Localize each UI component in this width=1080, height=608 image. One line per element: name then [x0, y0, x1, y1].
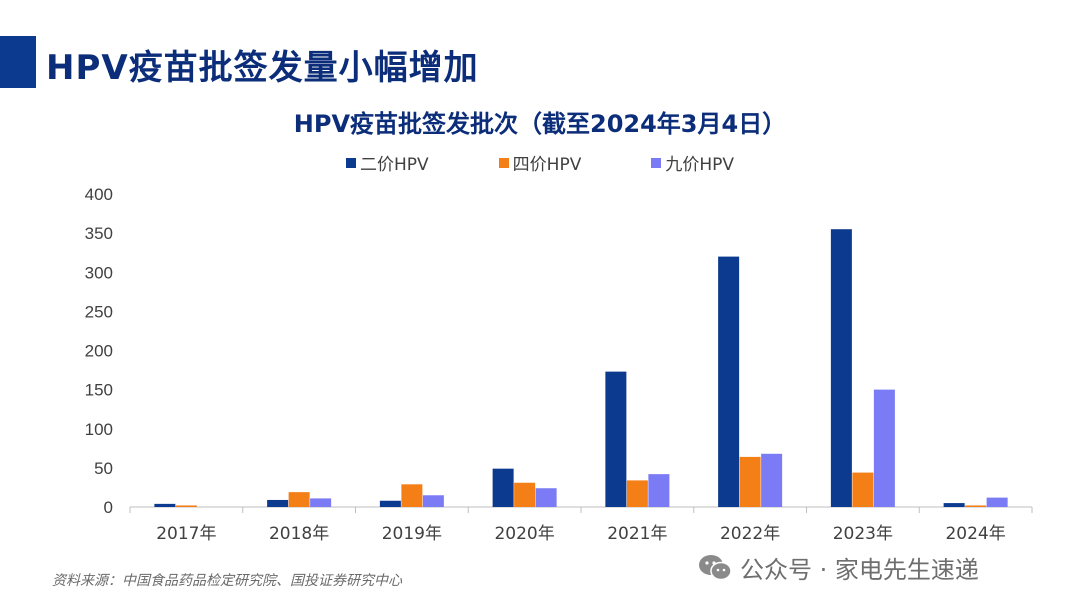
- watermark: 公众号 · 家电先生速递: [698, 550, 979, 585]
- x-tick-label: 2021年: [607, 524, 667, 544]
- legend-swatch-nonavalent: [651, 157, 662, 168]
- bar-nonavalent: [873, 389, 895, 507]
- bar-nonavalent: [535, 488, 557, 507]
- bar-nonavalent: [310, 498, 332, 507]
- y-tick-label: 200: [85, 342, 113, 361]
- x-tick-label: 2023年: [833, 524, 893, 544]
- y-tick-label: 300: [85, 263, 113, 282]
- bar-bivalent: [379, 500, 401, 507]
- y-tick-label: 250: [85, 302, 113, 321]
- watermark-text: 公众号 · 家电先生速递: [740, 556, 979, 584]
- y-tick-label: 150: [85, 381, 113, 400]
- bar-nonavalent: [422, 495, 444, 507]
- x-tick-label: 2024年: [945, 524, 1005, 544]
- legend-swatch-quadrivalent: [498, 157, 509, 168]
- bar-quadrivalent: [965, 505, 987, 507]
- bar-bivalent: [154, 503, 176, 507]
- x-tick-label: 2017年: [156, 524, 216, 544]
- legend-label-quadrivalent: 四价HPV: [512, 155, 582, 175]
- x-tick-label: 2019年: [382, 524, 442, 544]
- bar-bivalent: [718, 256, 740, 507]
- y-tick-label: 50: [94, 459, 113, 478]
- source-note: 资料来源：中国食品药品检定研究院、国投证券研究中心: [52, 573, 402, 589]
- bar-bivalent: [830, 229, 852, 507]
- legend-swatch-bivalent: [345, 157, 356, 168]
- legend-item-bivalent: 二价HPV: [345, 150, 429, 175]
- legend-label-bivalent: 二价HPV: [359, 155, 429, 175]
- y-tick-label: 100: [85, 420, 113, 439]
- bar-nonavalent: [648, 474, 670, 507]
- y-tick-label: 0: [104, 498, 113, 517]
- bar-bivalent: [943, 503, 965, 507]
- bar-quadrivalent: [739, 456, 761, 507]
- legend-item-nonavalent: 九价HPV: [651, 150, 734, 175]
- bar-nonavalent: [761, 453, 783, 507]
- wechat-icon: [698, 554, 732, 582]
- legend-label-nonavalent: 九价HPV: [665, 155, 734, 175]
- legend-item-quadrivalent: 四价HPV: [498, 150, 582, 175]
- chart-title: HPV疫苗批签发批次（截至2024年3月4日）: [293, 110, 787, 138]
- bar-bivalent: [267, 499, 289, 507]
- bar-quadrivalent: [288, 492, 310, 507]
- bar-bivalent: [605, 371, 627, 507]
- bar-quadrivalent: [401, 484, 423, 507]
- x-tick-label: 2018年: [269, 524, 329, 544]
- bar-chart: 0 50 100 150 200 250 300 350 400 2017年 2018年 2019年 2…: [85, 185, 1033, 544]
- page-title: HPV疫苗批签发量小幅增加: [46, 48, 479, 88]
- bar-quadrivalent: [626, 480, 648, 507]
- bar-quadrivalent: [852, 472, 874, 507]
- bar-quadrivalent: [175, 505, 197, 507]
- title-accent-bar: [0, 36, 36, 88]
- bar-bivalent: [492, 468, 514, 507]
- y-tick-label: 350: [85, 224, 113, 243]
- bar-quadrivalent: [514, 482, 536, 507]
- y-tick-label: 400: [85, 185, 113, 204]
- x-tick-label: 2022年: [720, 524, 780, 544]
- chart-legend: 二价HPV 四价HPV 九价HPV: [0, 150, 1080, 175]
- x-tick-label: 2020年: [494, 524, 554, 544]
- bar-nonavalent: [986, 497, 1008, 507]
